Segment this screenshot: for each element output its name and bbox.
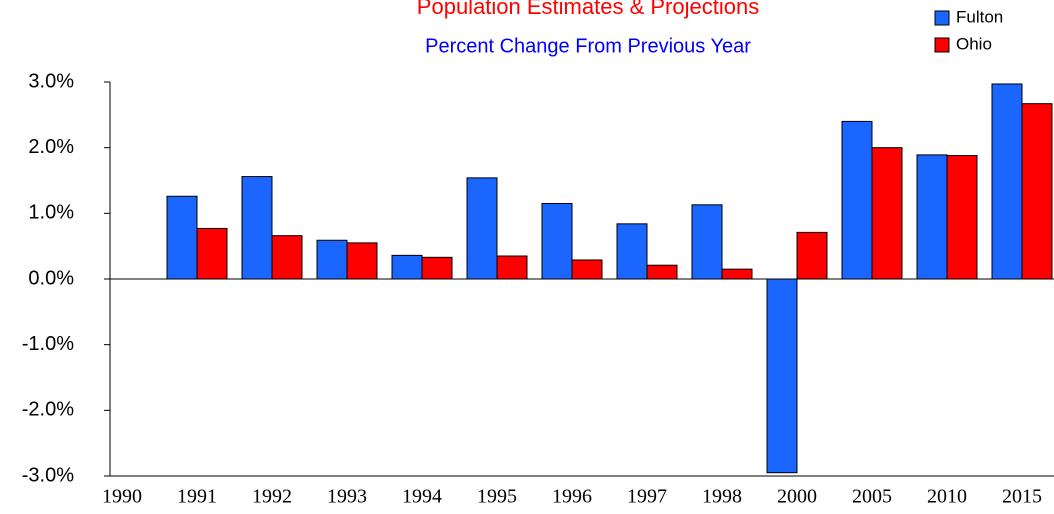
x-tick-label: 1994 (402, 486, 442, 508)
x-tick-label: 1992 (252, 486, 292, 508)
legend-label: Ohio (956, 34, 992, 53)
bar (466, 177, 498, 280)
bar (196, 227, 228, 280)
y-tick-label: -3.0% (22, 464, 74, 486)
y-tick-label: -2.0% (22, 399, 74, 421)
bar (541, 202, 573, 280)
bar (271, 235, 303, 280)
bar (346, 242, 378, 280)
bar (1021, 103, 1053, 280)
chart-title: Population Estimates & Projections (417, 0, 759, 19)
bar (166, 195, 198, 280)
y-tick-label: 1.0% (28, 202, 74, 224)
x-tick-label: 1997 (627, 486, 667, 508)
bar (496, 255, 528, 280)
y-tick-label: -1.0% (22, 333, 74, 355)
bar (796, 231, 828, 280)
bar (571, 259, 603, 280)
bar (646, 264, 678, 280)
legend-label: Fulton (956, 7, 1003, 26)
bar (316, 239, 348, 280)
x-tick-label: 1993 (327, 486, 367, 508)
bar (871, 147, 903, 280)
x-tick-label: 2015 (1002, 486, 1042, 508)
bar (841, 120, 873, 280)
bar (241, 176, 273, 280)
y-tick-label: 0.0% (28, 267, 74, 289)
x-tick-label: 2010 (927, 486, 967, 508)
bar (691, 204, 723, 280)
legend-swatch (934, 10, 950, 26)
x-tick-label: 2000 (777, 486, 817, 508)
bar (991, 83, 1023, 280)
bar (766, 278, 798, 474)
x-tick-label: 1998 (702, 486, 742, 508)
chart-subtitle: Percent Change From Previous Year (425, 35, 751, 57)
x-tick-label: 1991 (177, 486, 217, 508)
y-tick-label: 2.0% (28, 136, 74, 158)
y-tick-label: 3.0% (28, 70, 74, 92)
bar (916, 154, 948, 280)
x-tick-label: 2005 (852, 486, 892, 508)
x-tick-label: 1996 (552, 486, 592, 508)
bar (946, 155, 978, 280)
x-tick-label: 1990 (102, 486, 142, 508)
bar (421, 256, 453, 280)
bar (391, 254, 423, 280)
legend-swatch (934, 37, 950, 53)
bar (616, 223, 648, 280)
bar (721, 268, 753, 280)
x-tick-label: 1995 (477, 486, 517, 508)
